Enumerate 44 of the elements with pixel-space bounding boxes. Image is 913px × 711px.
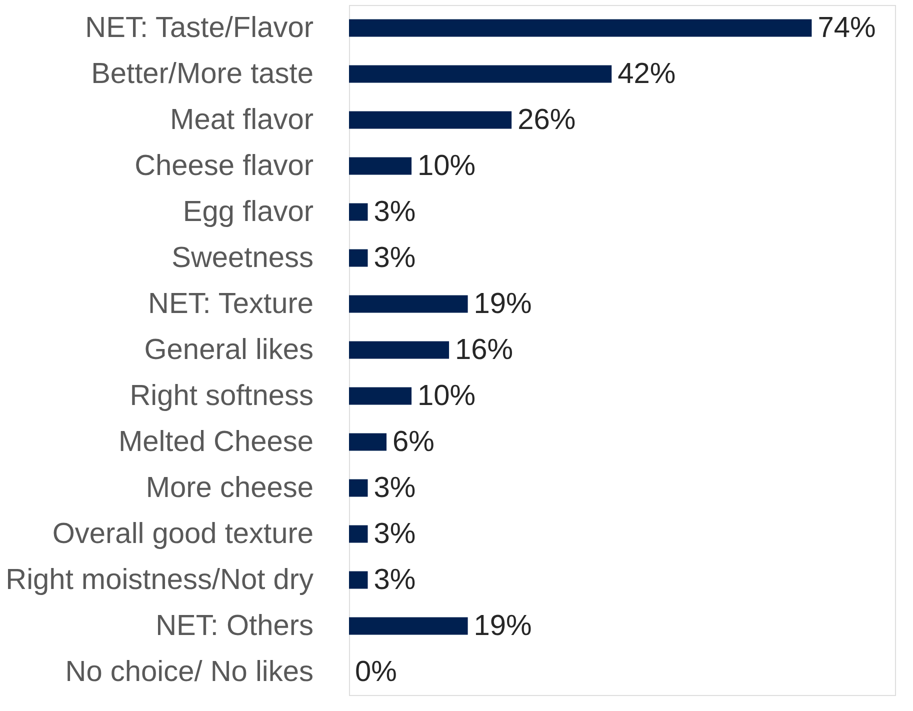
data-label: 3% <box>374 518 416 550</box>
data-label: 3% <box>374 242 416 274</box>
data-label: 10% <box>418 380 476 412</box>
data-label: 42% <box>618 58 676 90</box>
bar <box>349 571 368 589</box>
y-tick-label: NET: Others <box>156 610 314 642</box>
bar <box>349 111 512 129</box>
y-tick-label: NET: Texture <box>148 288 314 320</box>
y-tick-label: Right moistness/Not dry <box>6 564 314 596</box>
bar <box>349 617 468 635</box>
y-tick-label: Egg flavor <box>182 196 314 228</box>
bar <box>349 203 368 221</box>
y-tick-label: Meat flavor <box>170 104 314 136</box>
y-tick-label: Better/More taste <box>91 58 314 90</box>
y-tick-label: Overall good texture <box>52 518 314 550</box>
data-label: 6% <box>392 426 434 458</box>
bar <box>349 433 387 451</box>
data-label: 19% <box>474 288 532 320</box>
y-tick-label: NET: Taste/Flavor <box>85 12 314 44</box>
bar <box>349 387 412 405</box>
bar <box>349 249 368 267</box>
y-tick-label: More cheese <box>146 472 314 504</box>
data-label: 3% <box>374 196 416 228</box>
bar <box>349 525 368 543</box>
y-tick-label: Cheese flavor <box>134 150 314 182</box>
y-tick-label: General likes <box>144 334 314 366</box>
data-label: 3% <box>374 564 416 596</box>
data-label: 74% <box>818 12 876 44</box>
data-label: 16% <box>455 334 514 366</box>
data-label: 26% <box>518 104 576 136</box>
bar <box>349 157 412 175</box>
bar <box>349 65 612 83</box>
bar <box>349 479 368 497</box>
data-label: 3% <box>374 472 416 504</box>
y-tick-label: Melted Cheese <box>118 426 314 458</box>
data-label: 10% <box>418 150 476 182</box>
data-label: 0% <box>355 656 397 688</box>
bar <box>349 19 812 37</box>
bar <box>349 341 450 359</box>
y-tick-label: Sweetness <box>172 242 314 274</box>
y-tick-label: No choice/ No likes <box>65 656 314 688</box>
data-label: 19% <box>474 610 532 642</box>
bar <box>349 295 468 313</box>
y-tick-label: Right softness <box>130 380 314 412</box>
